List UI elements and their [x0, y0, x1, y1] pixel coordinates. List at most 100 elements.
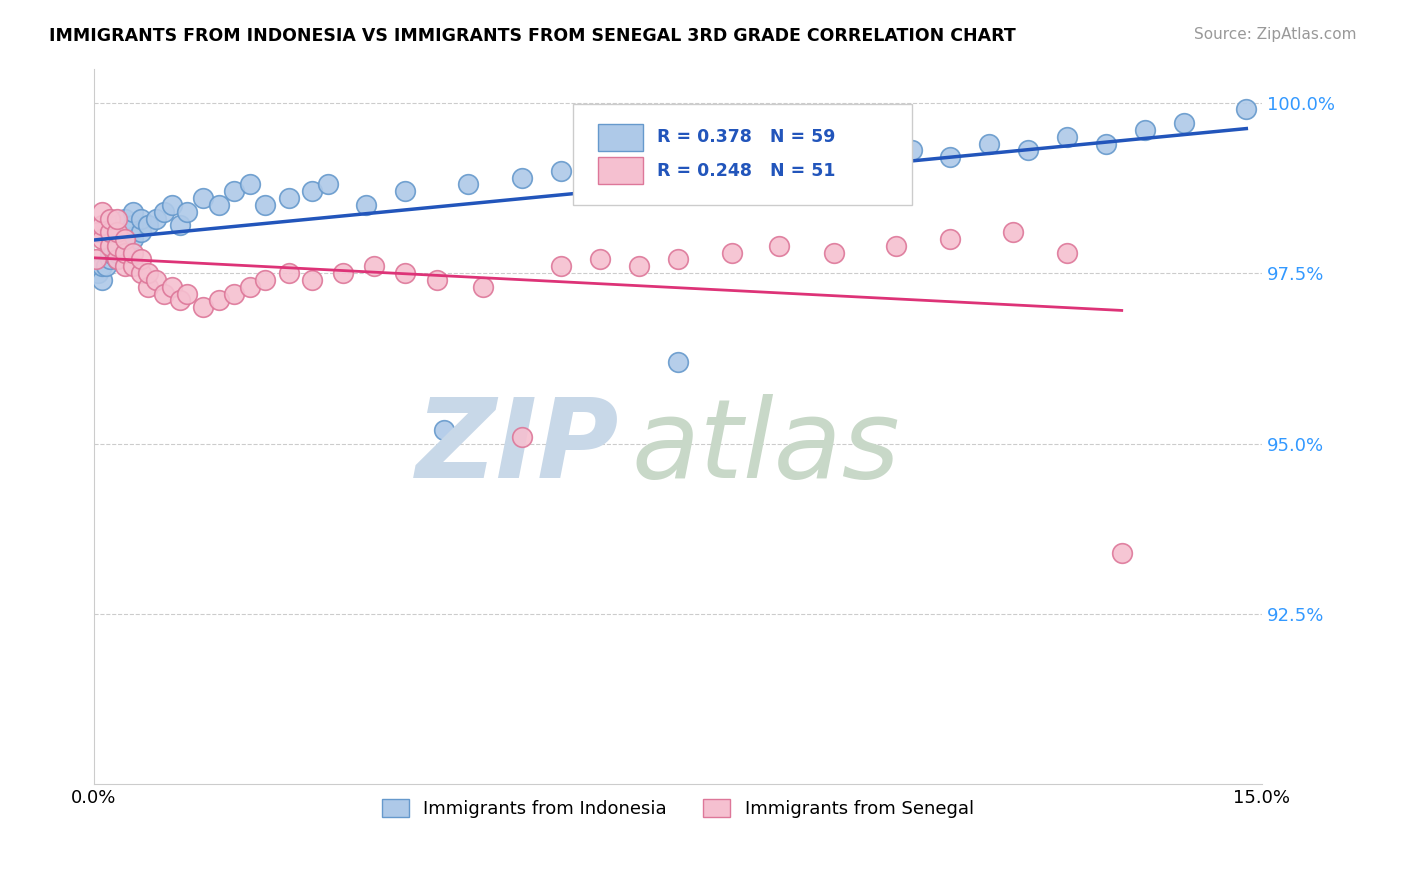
Point	[114, 211, 136, 226]
Point	[768, 239, 790, 253]
Point	[1056, 129, 1078, 144]
Point	[98, 225, 121, 239]
Point	[153, 204, 176, 219]
Point	[105, 252, 128, 267]
Point	[301, 184, 323, 198]
Point	[114, 245, 136, 260]
Point	[176, 204, 198, 219]
Text: R = 0.378   N = 59: R = 0.378 N = 59	[657, 128, 835, 146]
Point	[160, 198, 183, 212]
Point	[627, 259, 650, 273]
Bar	[599, 124, 643, 151]
Point	[105, 239, 128, 253]
Point	[1173, 116, 1195, 130]
Point	[510, 170, 533, 185]
Point	[105, 219, 128, 233]
Point	[356, 198, 378, 212]
Point	[191, 191, 214, 205]
Point	[84, 252, 107, 267]
Point	[169, 293, 191, 308]
Point	[207, 198, 229, 212]
Point	[900, 144, 922, 158]
Point	[316, 178, 339, 192]
Point	[138, 266, 160, 280]
Point	[939, 232, 962, 246]
Point	[457, 178, 479, 192]
Point	[706, 163, 728, 178]
Point	[98, 232, 121, 246]
Point	[589, 252, 612, 267]
FancyBboxPatch shape	[572, 104, 911, 204]
Point	[254, 273, 277, 287]
Point	[301, 273, 323, 287]
Point	[129, 211, 152, 226]
Text: IMMIGRANTS FROM INDONESIA VS IMMIGRANTS FROM SENEGAL 3RD GRADE CORRELATION CHART: IMMIGRANTS FROM INDONESIA VS IMMIGRANTS …	[49, 27, 1017, 45]
Point	[87, 266, 110, 280]
Point	[129, 225, 152, 239]
Point	[721, 245, 744, 260]
Point	[114, 239, 136, 253]
Point	[1133, 123, 1156, 137]
Point	[138, 219, 160, 233]
Point	[1056, 245, 1078, 260]
Point	[138, 279, 160, 293]
Point	[94, 259, 117, 273]
Point	[129, 252, 152, 267]
Bar	[599, 157, 643, 185]
Point	[222, 184, 245, 198]
Point	[114, 219, 136, 233]
Point	[472, 279, 495, 293]
Legend: Immigrants from Indonesia, Immigrants from Senegal: Immigrants from Indonesia, Immigrants fr…	[375, 792, 981, 825]
Point	[105, 211, 128, 226]
Text: R = 0.248   N = 51: R = 0.248 N = 51	[657, 161, 835, 180]
Point	[394, 266, 416, 280]
Point	[169, 219, 191, 233]
Point	[1001, 225, 1024, 239]
Text: Source: ZipAtlas.com: Source: ZipAtlas.com	[1194, 27, 1357, 42]
Text: atlas: atlas	[631, 394, 900, 501]
Point	[114, 232, 136, 246]
Point	[114, 259, 136, 273]
Point	[98, 252, 121, 267]
Point	[90, 273, 112, 287]
Point	[823, 245, 845, 260]
Point	[105, 245, 128, 260]
Point	[121, 204, 143, 219]
Point	[239, 178, 262, 192]
Point	[510, 430, 533, 444]
Point	[332, 266, 354, 280]
Point	[191, 300, 214, 314]
Point	[627, 170, 650, 185]
Point	[90, 204, 112, 219]
Point	[121, 259, 143, 273]
Point	[105, 225, 128, 239]
Point	[277, 191, 299, 205]
Point	[105, 239, 128, 253]
Point	[823, 150, 845, 164]
Point	[98, 239, 121, 253]
Point	[105, 232, 128, 246]
Point	[1111, 546, 1133, 560]
Point	[121, 232, 143, 246]
Point	[1234, 103, 1257, 117]
Point	[884, 239, 907, 253]
Point	[1095, 136, 1118, 151]
Point	[433, 423, 456, 437]
Point	[121, 245, 143, 260]
Point	[129, 266, 152, 280]
Point	[239, 279, 262, 293]
Point	[98, 245, 121, 260]
Point	[666, 252, 689, 267]
Point	[550, 163, 572, 178]
Point	[90, 219, 112, 233]
Point	[745, 157, 768, 171]
Point	[277, 266, 299, 280]
Point	[589, 178, 612, 192]
Point	[254, 198, 277, 212]
Point	[666, 354, 689, 368]
Point	[114, 232, 136, 246]
Point	[145, 273, 167, 287]
Point	[783, 163, 806, 178]
Point	[145, 211, 167, 226]
Point	[98, 211, 121, 226]
